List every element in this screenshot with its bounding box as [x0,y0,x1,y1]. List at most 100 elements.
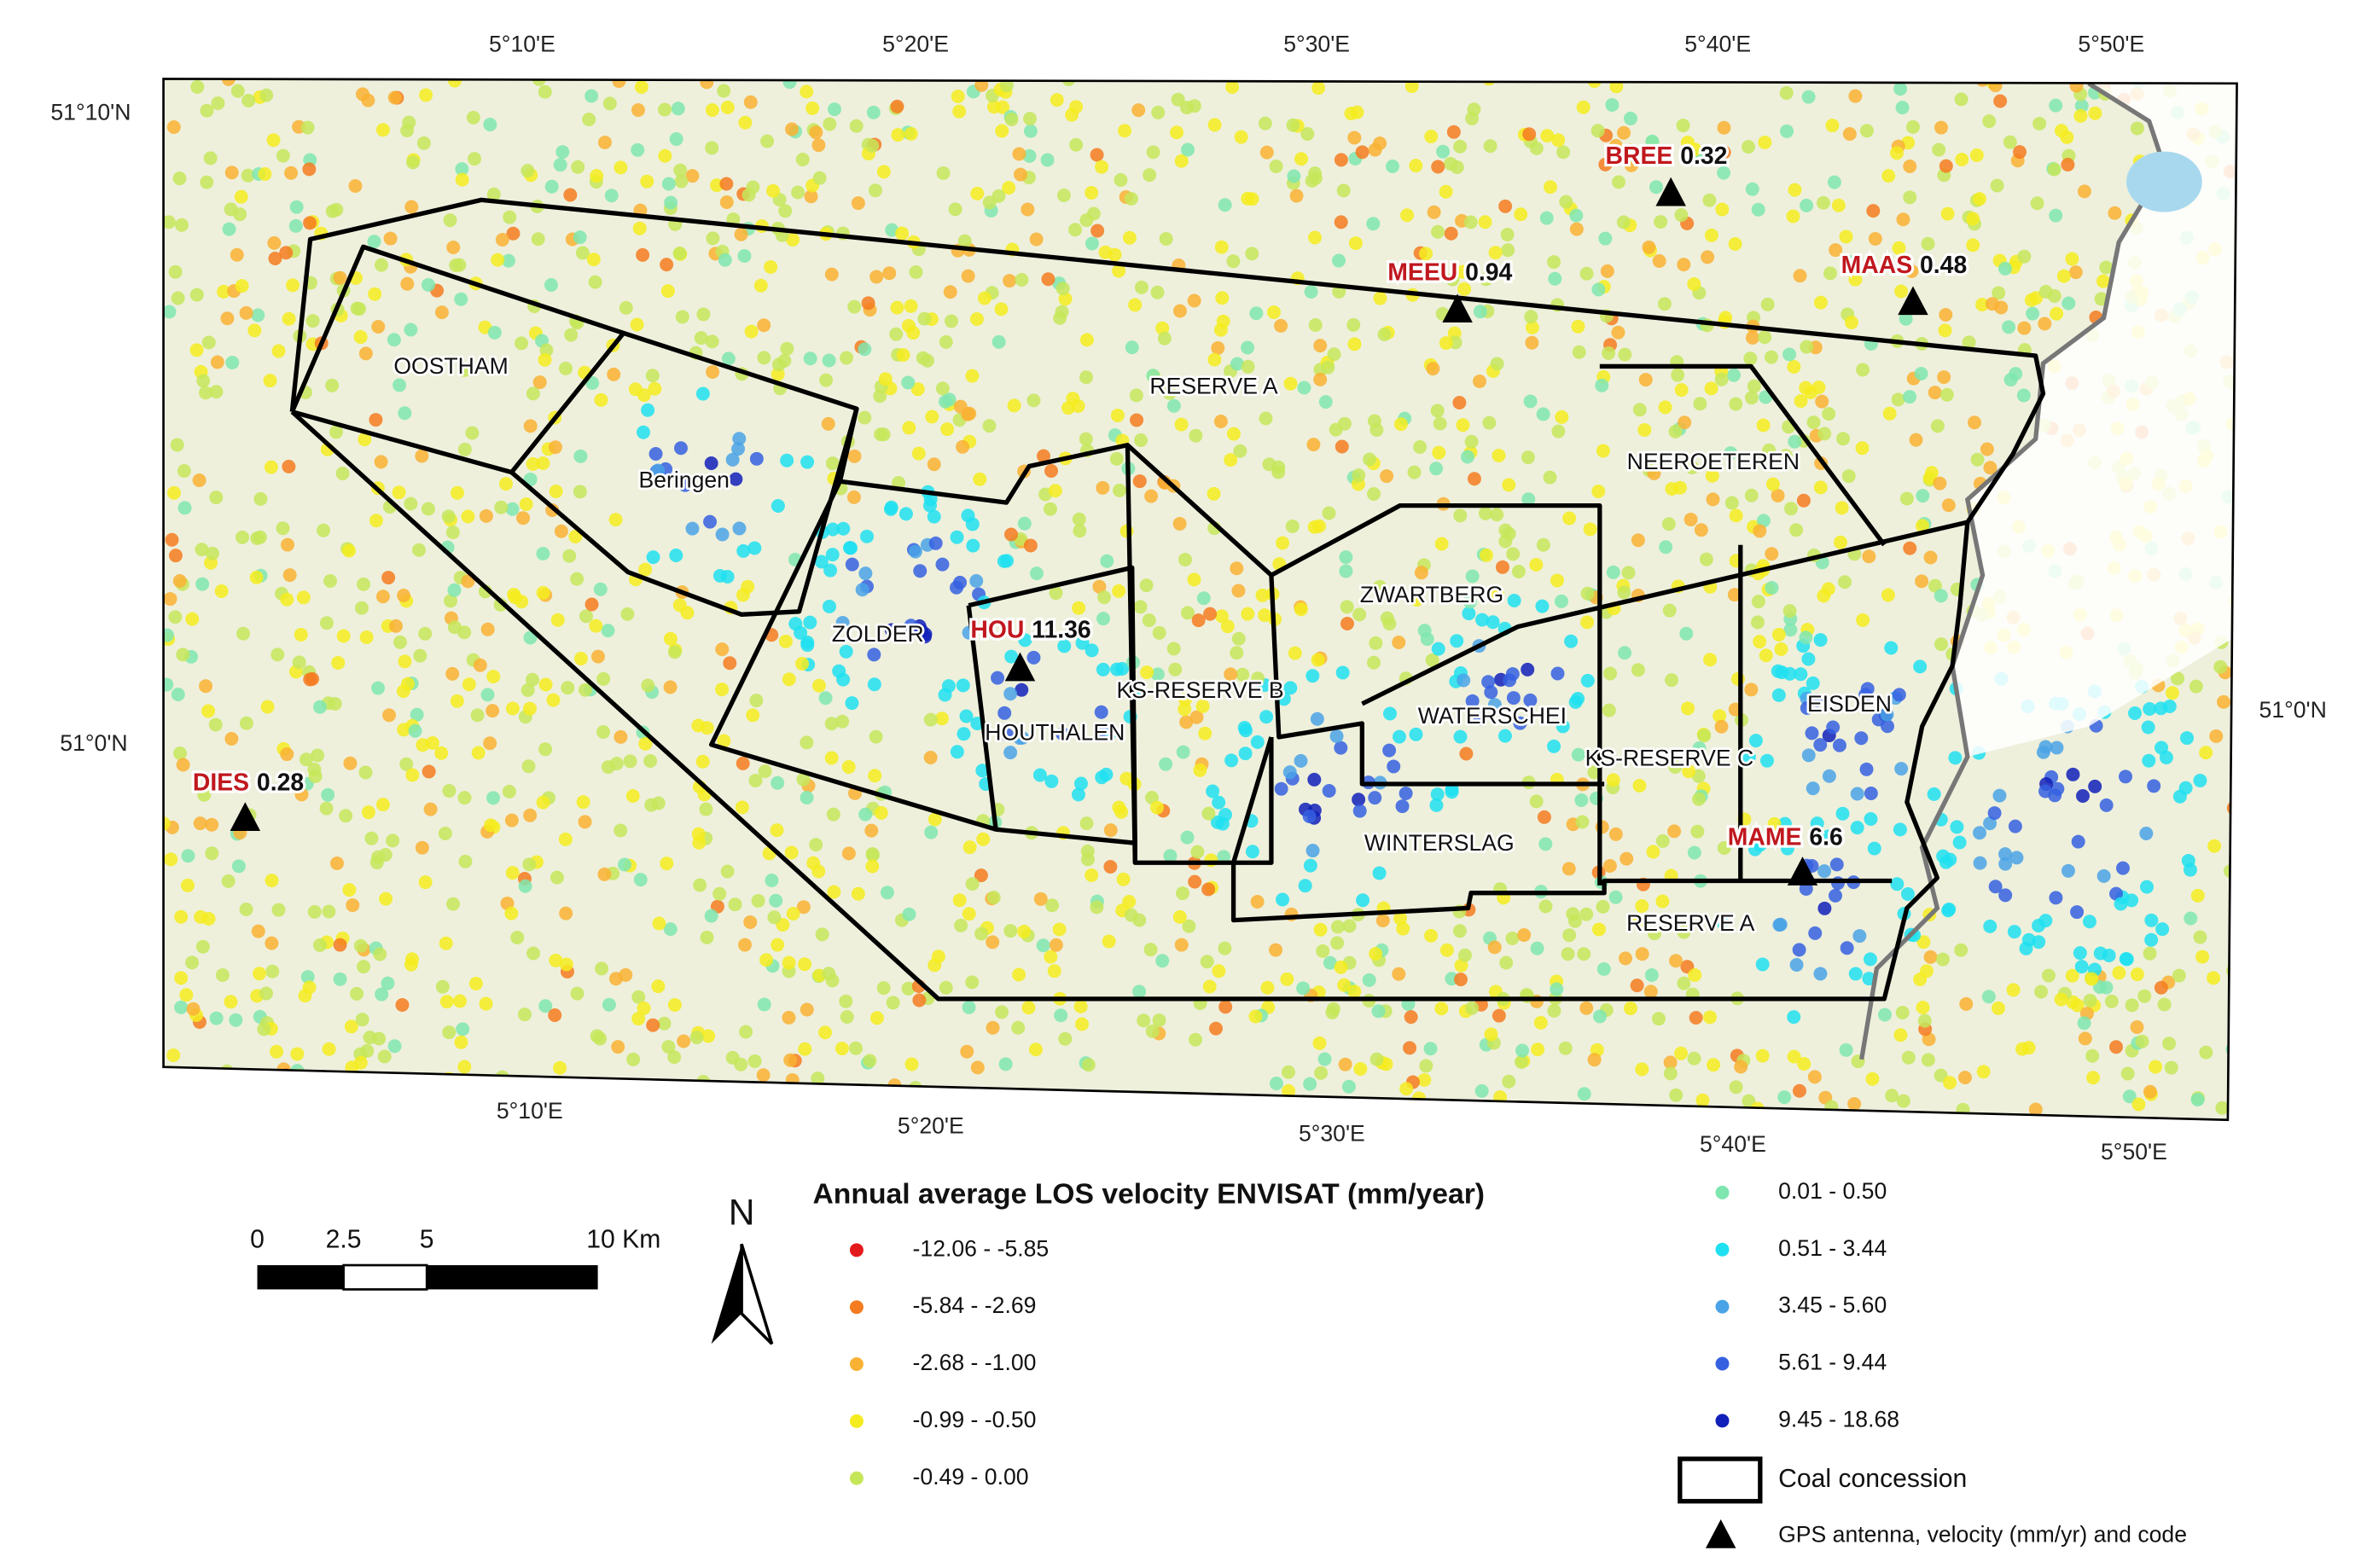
insar-point [842,541,857,555]
insar-point [1166,642,1181,656]
insar-point [1407,465,1422,479]
insar-point [961,269,975,283]
insar-point [1714,719,1729,734]
insar-point [825,456,840,471]
insar-point [1143,168,1157,183]
insar-point [1602,858,1617,873]
insar-point [876,981,891,996]
insar-point [1689,1011,1703,1025]
insar-point [196,374,211,388]
insar-point [1617,125,1631,140]
insar-point [1181,606,1195,620]
insar-point [2085,1048,2100,1063]
insar-point [1862,549,1876,564]
insar-point [1296,981,1311,996]
insar-point [271,344,286,358]
insar-point [452,258,467,272]
insar-point [195,543,209,557]
insar-point [785,1072,800,1087]
insar-point [357,577,371,591]
insar-point [620,607,635,621]
insar-point [2077,184,2091,199]
insar-point [864,823,879,838]
insar-point [1921,1053,1935,1067]
insar-point [743,95,758,109]
insar-point [712,568,727,583]
insar-point [966,538,980,553]
insar-point [2199,1045,2213,1060]
insar-point [625,789,640,803]
insar-point [998,1057,1013,1071]
insar-point [1021,202,1035,217]
insar-point [1923,550,1938,565]
insar-point [312,938,327,952]
insar-point [175,218,189,232]
insar-point [236,626,251,641]
insar-point [260,700,275,714]
insar-point [1392,729,1406,744]
insar-point [1130,413,1144,427]
insar-point [1026,650,1041,665]
insar-point [1431,160,1445,174]
insar-point [1352,793,1366,807]
insar-point [770,823,784,838]
insar-point [404,322,418,337]
insar-point [942,392,957,407]
insar-point [1178,552,1192,566]
insar-point [839,644,853,659]
insar-point [1094,705,1108,719]
concession-label: HOUTHALEN [985,719,1125,745]
insar-point [1255,588,1270,602]
insar-point [1142,613,1156,628]
insar-point [1855,441,1870,456]
insar-point [1521,492,1536,507]
insar-point [373,947,387,961]
insar-point [270,1044,284,1059]
insar-point [445,666,460,681]
insar-point [241,94,256,107]
insar-point [1822,829,1835,844]
insar-point [536,456,550,470]
insar-point [366,1100,381,1114]
insar-point [718,253,732,267]
insar-point [1930,419,1945,433]
insar-point [360,1043,375,1058]
insar-point [1514,1054,1528,1069]
insar-point [590,649,605,664]
insar-point [1772,918,1787,932]
insar-point [1782,604,1797,618]
insar-point [1241,340,1255,355]
insar-point [1631,663,1645,677]
insar-point [484,818,498,833]
insar-point [1620,851,1634,866]
insar-point [371,681,386,695]
insar-point [1817,589,1831,603]
insar-point [641,678,655,693]
insar-point [1569,208,1584,223]
insar-point [782,78,797,90]
insar-point [538,352,552,367]
insar-point [1043,502,1057,516]
insar-point [911,446,926,461]
insar-point [553,1060,567,1075]
insar-point [387,1039,402,1054]
insar-point [1850,787,1864,801]
insar-point [1771,488,1785,502]
insar-point [2154,980,2168,995]
insar-point [1913,659,1928,674]
insar-point [1657,297,1672,311]
insar-point [1942,902,1957,916]
insar-point [904,126,918,141]
insar-point [1525,320,1539,334]
insar-point [176,758,190,772]
insar-point [865,846,880,861]
insar-point [595,961,609,976]
insar-point [944,314,958,328]
insar-point [455,172,469,187]
insar-point [1382,617,1397,631]
insar-point [823,117,837,131]
insar-point [1457,948,1472,962]
north-arrow [711,1243,774,1345]
insar-point [700,721,714,735]
